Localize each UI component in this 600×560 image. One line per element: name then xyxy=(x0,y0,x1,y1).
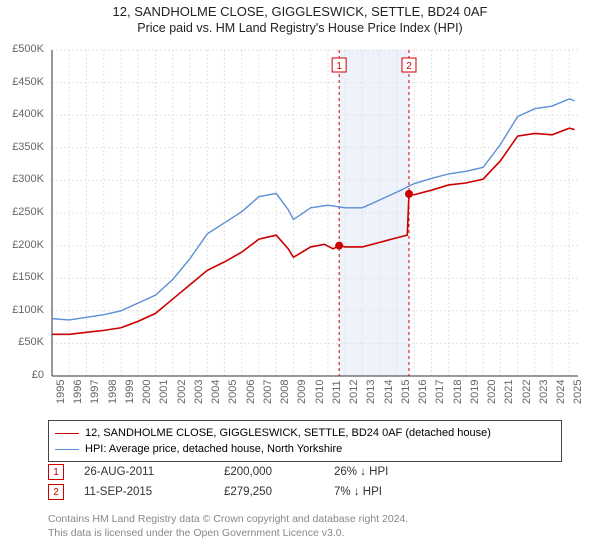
svg-text:1: 1 xyxy=(336,61,342,72)
footer-line1: Contains HM Land Registry data © Crown c… xyxy=(48,512,408,526)
x-tick-label: 2023 xyxy=(538,380,550,404)
y-tick-label: £50K xyxy=(2,336,44,348)
svg-text:2: 2 xyxy=(406,61,412,72)
x-tick-label: 2019 xyxy=(469,380,481,404)
chart-title-sub: Price paid vs. HM Land Registry's House … xyxy=(0,21,600,35)
x-tick-label: 2017 xyxy=(434,380,446,404)
chart-title-address: 12, SANDHOLME CLOSE, GIGGLESWICK, SETTLE… xyxy=(0,4,600,19)
price-chart: 12 xyxy=(48,46,582,406)
x-tick-label: 2012 xyxy=(348,380,360,404)
x-tick-label: 1997 xyxy=(89,380,101,404)
y-tick-label: £350K xyxy=(2,141,44,153)
footer-line2: This data is licensed under the Open Gov… xyxy=(48,526,408,540)
x-tick-label: 2006 xyxy=(245,380,257,404)
marker-row-1: 1 26-AUG-2011 £200,000 26% ↓ HPI xyxy=(48,462,454,482)
y-tick-label: £300K xyxy=(2,173,44,185)
x-tick-label: 2016 xyxy=(417,380,429,404)
legend-swatch-hpi xyxy=(55,449,79,450)
x-tick-label: 2001 xyxy=(158,380,170,404)
x-tick-label: 2015 xyxy=(400,380,412,404)
y-tick-label: £150K xyxy=(2,271,44,283)
y-tick-label: £100K xyxy=(2,304,44,316)
y-tick-label: £200K xyxy=(2,239,44,251)
legend-row-property: 12, SANDHOLME CLOSE, GIGGLESWICK, SETTLE… xyxy=(55,425,555,441)
y-tick-label: £0 xyxy=(2,369,44,381)
x-tick-label: 2018 xyxy=(452,380,464,404)
x-tick-label: 2021 xyxy=(503,380,515,404)
marker-date-1: 26-AUG-2011 xyxy=(84,466,224,478)
marker-row-2: 2 11-SEP-2015 £279,250 7% ↓ HPI xyxy=(48,482,454,502)
marker-badge-2: 2 xyxy=(48,484,64,500)
legend-label-property: 12, SANDHOLME CLOSE, GIGGLESWICK, SETTLE… xyxy=(85,427,491,439)
y-tick-label: £500K xyxy=(2,43,44,55)
marker-price-2: £279,250 xyxy=(224,486,334,498)
marker-delta-1: 26% ↓ HPI xyxy=(334,466,454,478)
x-tick-label: 2004 xyxy=(210,380,222,404)
x-tick-label: 1999 xyxy=(124,380,136,404)
x-tick-label: 2007 xyxy=(262,380,274,404)
x-tick-label: 2000 xyxy=(141,380,153,404)
marker-date-2: 11-SEP-2015 xyxy=(84,486,224,498)
x-tick-label: 2025 xyxy=(572,380,584,404)
x-tick-label: 2008 xyxy=(279,380,291,404)
y-tick-label: £450K xyxy=(2,76,44,88)
legend-row-hpi: HPI: Average price, detached house, Nort… xyxy=(55,441,555,457)
x-tick-label: 2003 xyxy=(193,380,205,404)
title-block: 12, SANDHOLME CLOSE, GIGGLESWICK, SETTLE… xyxy=(0,0,600,35)
legend-swatch-property xyxy=(55,433,79,434)
y-tick-label: £400K xyxy=(2,108,44,120)
x-tick-label: 2022 xyxy=(521,380,533,404)
footer-attribution: Contains HM Land Registry data © Crown c… xyxy=(48,512,408,540)
legend: 12, SANDHOLME CLOSE, GIGGLESWICK, SETTLE… xyxy=(48,420,562,462)
x-tick-label: 2013 xyxy=(365,380,377,404)
y-tick-label: £250K xyxy=(2,206,44,218)
x-tick-label: 2009 xyxy=(296,380,308,404)
x-tick-label: 1996 xyxy=(72,380,84,404)
marker-delta-2: 7% ↓ HPI xyxy=(334,486,454,498)
legend-label-hpi: HPI: Average price, detached house, Nort… xyxy=(85,443,342,455)
x-tick-label: 2005 xyxy=(227,380,239,404)
marker-price-1: £200,000 xyxy=(224,466,334,478)
x-tick-label: 1995 xyxy=(55,380,67,404)
x-tick-label: 2002 xyxy=(176,380,188,404)
x-tick-label: 2011 xyxy=(331,380,343,404)
x-tick-label: 2020 xyxy=(486,380,498,404)
marker-badge-1: 1 xyxy=(48,464,64,480)
chart-container: 12, SANDHOLME CLOSE, GIGGLESWICK, SETTLE… xyxy=(0,0,600,560)
x-tick-label: 2024 xyxy=(555,380,567,404)
x-tick-label: 1998 xyxy=(107,380,119,404)
x-tick-label: 2014 xyxy=(383,380,395,404)
x-tick-label: 2010 xyxy=(314,380,326,404)
marker-table: 1 26-AUG-2011 £200,000 26% ↓ HPI 2 11-SE… xyxy=(48,462,454,502)
